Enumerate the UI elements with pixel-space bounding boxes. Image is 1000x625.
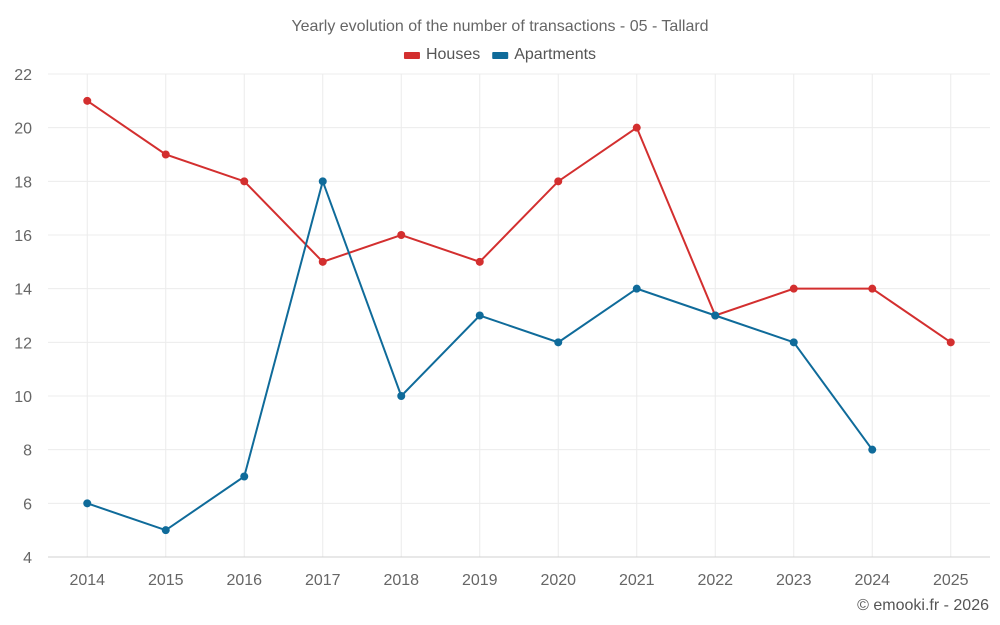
y-tick-label: 22 (14, 67, 32, 84)
legend: Houses Apartments (403, 46, 596, 63)
data-point-houses[interactable] (554, 177, 563, 186)
series-line-houses (86, 100, 952, 344)
series-apartments (83, 177, 877, 535)
data-point-apartments[interactable] (240, 472, 249, 481)
y-tick-label: 16 (14, 228, 32, 245)
legend-item-houses[interactable]: Houses (403, 46, 480, 63)
x-tick-label: 2014 (69, 572, 105, 589)
data-point-apartments[interactable] (397, 392, 406, 400)
data-point-houses[interactable] (318, 257, 327, 266)
grid (48, 73, 990, 558)
data-point-houses[interactable] (789, 284, 798, 293)
x-tick-label: 2021 (619, 572, 655, 589)
y-tick-label: 4 (23, 550, 32, 567)
data-point-houses[interactable] (240, 177, 249, 186)
data-point-houses[interactable] (946, 338, 955, 347)
legend-label: Apartments (514, 46, 596, 63)
legend-swatch (492, 52, 509, 59)
data-point-houses[interactable] (397, 231, 406, 239)
legend-label: Houses (426, 46, 480, 63)
y-tick-label: 18 (14, 174, 32, 191)
data-point-apartments[interactable] (868, 445, 877, 454)
x-tick-label: 2018 (383, 572, 419, 589)
data-point-apartments[interactable] (554, 338, 563, 347)
x-tick-label: 2016 (226, 572, 262, 589)
x-tick-label: 2022 (697, 572, 733, 589)
x-tick-label: 2017 (305, 572, 341, 589)
series-houses (83, 96, 955, 347)
data-point-apartments[interactable] (318, 177, 327, 186)
data-point-apartments[interactable] (711, 311, 720, 320)
y-tick-label: 8 (23, 443, 32, 460)
data-point-houses[interactable] (161, 150, 170, 159)
data-point-houses[interactable] (475, 257, 484, 266)
x-tick-label: 2024 (854, 572, 890, 589)
y-tick-label: 12 (14, 335, 32, 352)
chart-title: Yearly evolution of the number of transa… (291, 18, 708, 35)
data-point-houses[interactable] (868, 284, 877, 293)
x-tick-label: 2015 (148, 572, 184, 589)
data-point-apartments[interactable] (632, 284, 641, 293)
y-tick-label: 6 (23, 496, 32, 513)
y-tick-label: 10 (14, 389, 32, 406)
legend-item-apartments[interactable]: Apartments (492, 46, 596, 63)
data-point-apartments[interactable] (789, 338, 798, 347)
y-tick-label: 20 (14, 121, 32, 138)
x-tick-label: 2023 (776, 572, 812, 589)
data-point-apartments[interactable] (83, 499, 92, 508)
x-tick-label: 2020 (540, 572, 576, 589)
data-point-houses[interactable] (83, 96, 92, 105)
x-tick-label: 2019 (462, 572, 498, 589)
credit: © emooki.fr - 2026 (857, 597, 989, 614)
data-point-apartments[interactable] (475, 311, 484, 320)
data-point-houses[interactable] (632, 123, 641, 132)
series (83, 96, 955, 535)
data-point-apartments[interactable] (161, 526, 170, 535)
y-tick-label: 14 (14, 282, 32, 299)
legend-swatch (403, 52, 420, 59)
x-tick-label: 2025 (933, 572, 969, 589)
